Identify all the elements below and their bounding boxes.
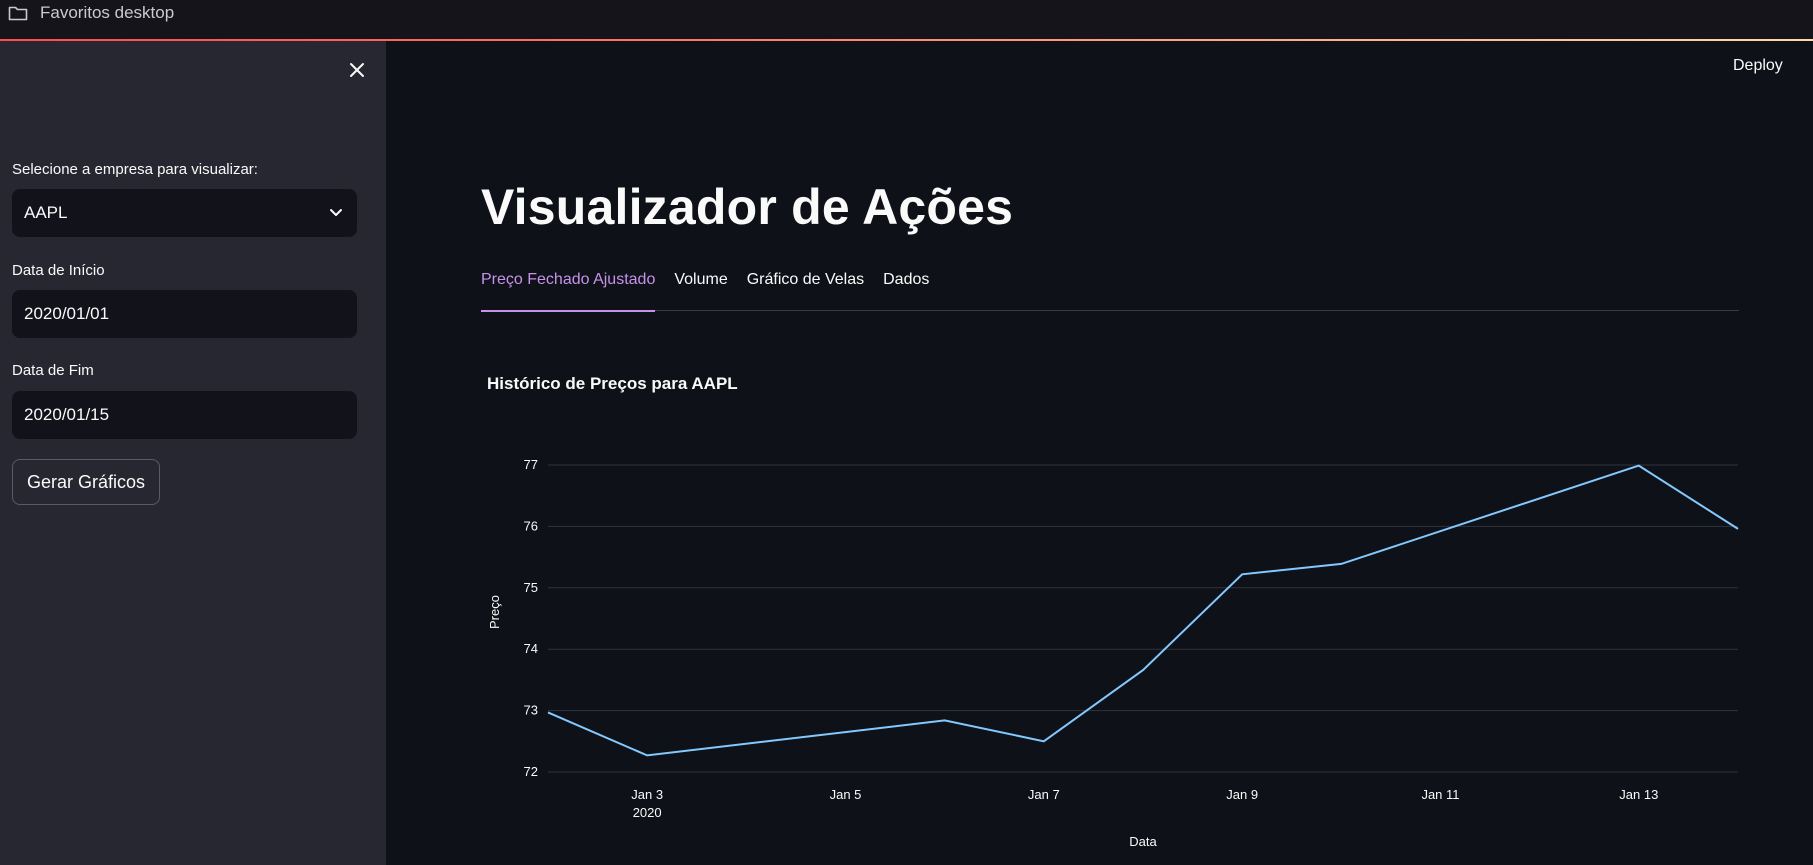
y-tick-label: 72 xyxy=(524,764,538,779)
x-tick-sublabel: 2020 xyxy=(633,805,662,820)
deploy-button[interactable]: Deploy xyxy=(1733,57,1783,74)
y-tick-label: 77 xyxy=(524,457,538,472)
company-select[interactable]: AAPL xyxy=(12,189,357,237)
tab-adjusted-close[interactable]: Preço Fechado Ajustado xyxy=(481,271,674,312)
tab-data[interactable]: Dados xyxy=(883,271,930,288)
x-axis-label: Data xyxy=(1129,834,1157,849)
y-axis-label: Preço xyxy=(487,595,502,629)
chevron-down-icon xyxy=(330,209,342,216)
chart-title: Histórico de Preços para AAPL xyxy=(487,374,738,393)
folder-icon xyxy=(8,6,28,20)
company-select-label: Selecione a empresa para visualizar: xyxy=(12,161,258,178)
end-date-value: 2020/01/15 xyxy=(24,405,110,424)
end-date-label: Data de Fim xyxy=(12,362,94,379)
close-icon xyxy=(350,63,364,77)
page-title: Visualizador de Ações xyxy=(481,179,1014,235)
bookmark-folder[interactable]: Favoritos desktop xyxy=(8,3,174,23)
start-date-value: 2020/01/01 xyxy=(24,304,110,323)
sidebar: Selecione a empresa para visualizar: AAP… xyxy=(0,41,386,865)
y-tick-label: 75 xyxy=(524,580,538,595)
tab-volume[interactable]: Volume xyxy=(674,271,728,288)
y-tick-label: 76 xyxy=(524,518,538,533)
x-tick-label: Jan 3 xyxy=(631,787,663,802)
sidebar-close-button[interactable] xyxy=(344,57,370,83)
x-tick-label: Jan 11 xyxy=(1421,787,1459,802)
start-date-label: Data de Início xyxy=(12,262,105,279)
tab-candlestick[interactable]: Gráfico de Velas xyxy=(746,271,865,288)
bookmarks-bar: Favoritos desktop xyxy=(0,0,1813,39)
price-series-line xyxy=(547,464,1739,757)
header-accent-line xyxy=(0,39,1813,41)
x-tick-label: Jan 5 xyxy=(830,787,862,802)
generate-charts-button[interactable]: Gerar Gráficos xyxy=(12,459,161,505)
x-tick-label: Jan 13 xyxy=(1619,787,1658,802)
start-date-input[interactable]: 2020/01/01 xyxy=(12,290,357,338)
x-tick-label: Jan 9 xyxy=(1226,787,1258,802)
x-tick-label: Jan 7 xyxy=(1028,787,1060,802)
company-select-value: AAPL xyxy=(24,203,68,222)
end-date-input[interactable]: 2020/01/15 xyxy=(12,391,357,439)
y-tick-label: 74 xyxy=(524,641,538,656)
bookmark-folder-label: Favoritos desktop xyxy=(40,2,175,22)
tab-bar: Preço Fechado Ajustado Volume Gráfico de… xyxy=(481,271,1739,312)
y-tick-label: 73 xyxy=(524,703,538,718)
